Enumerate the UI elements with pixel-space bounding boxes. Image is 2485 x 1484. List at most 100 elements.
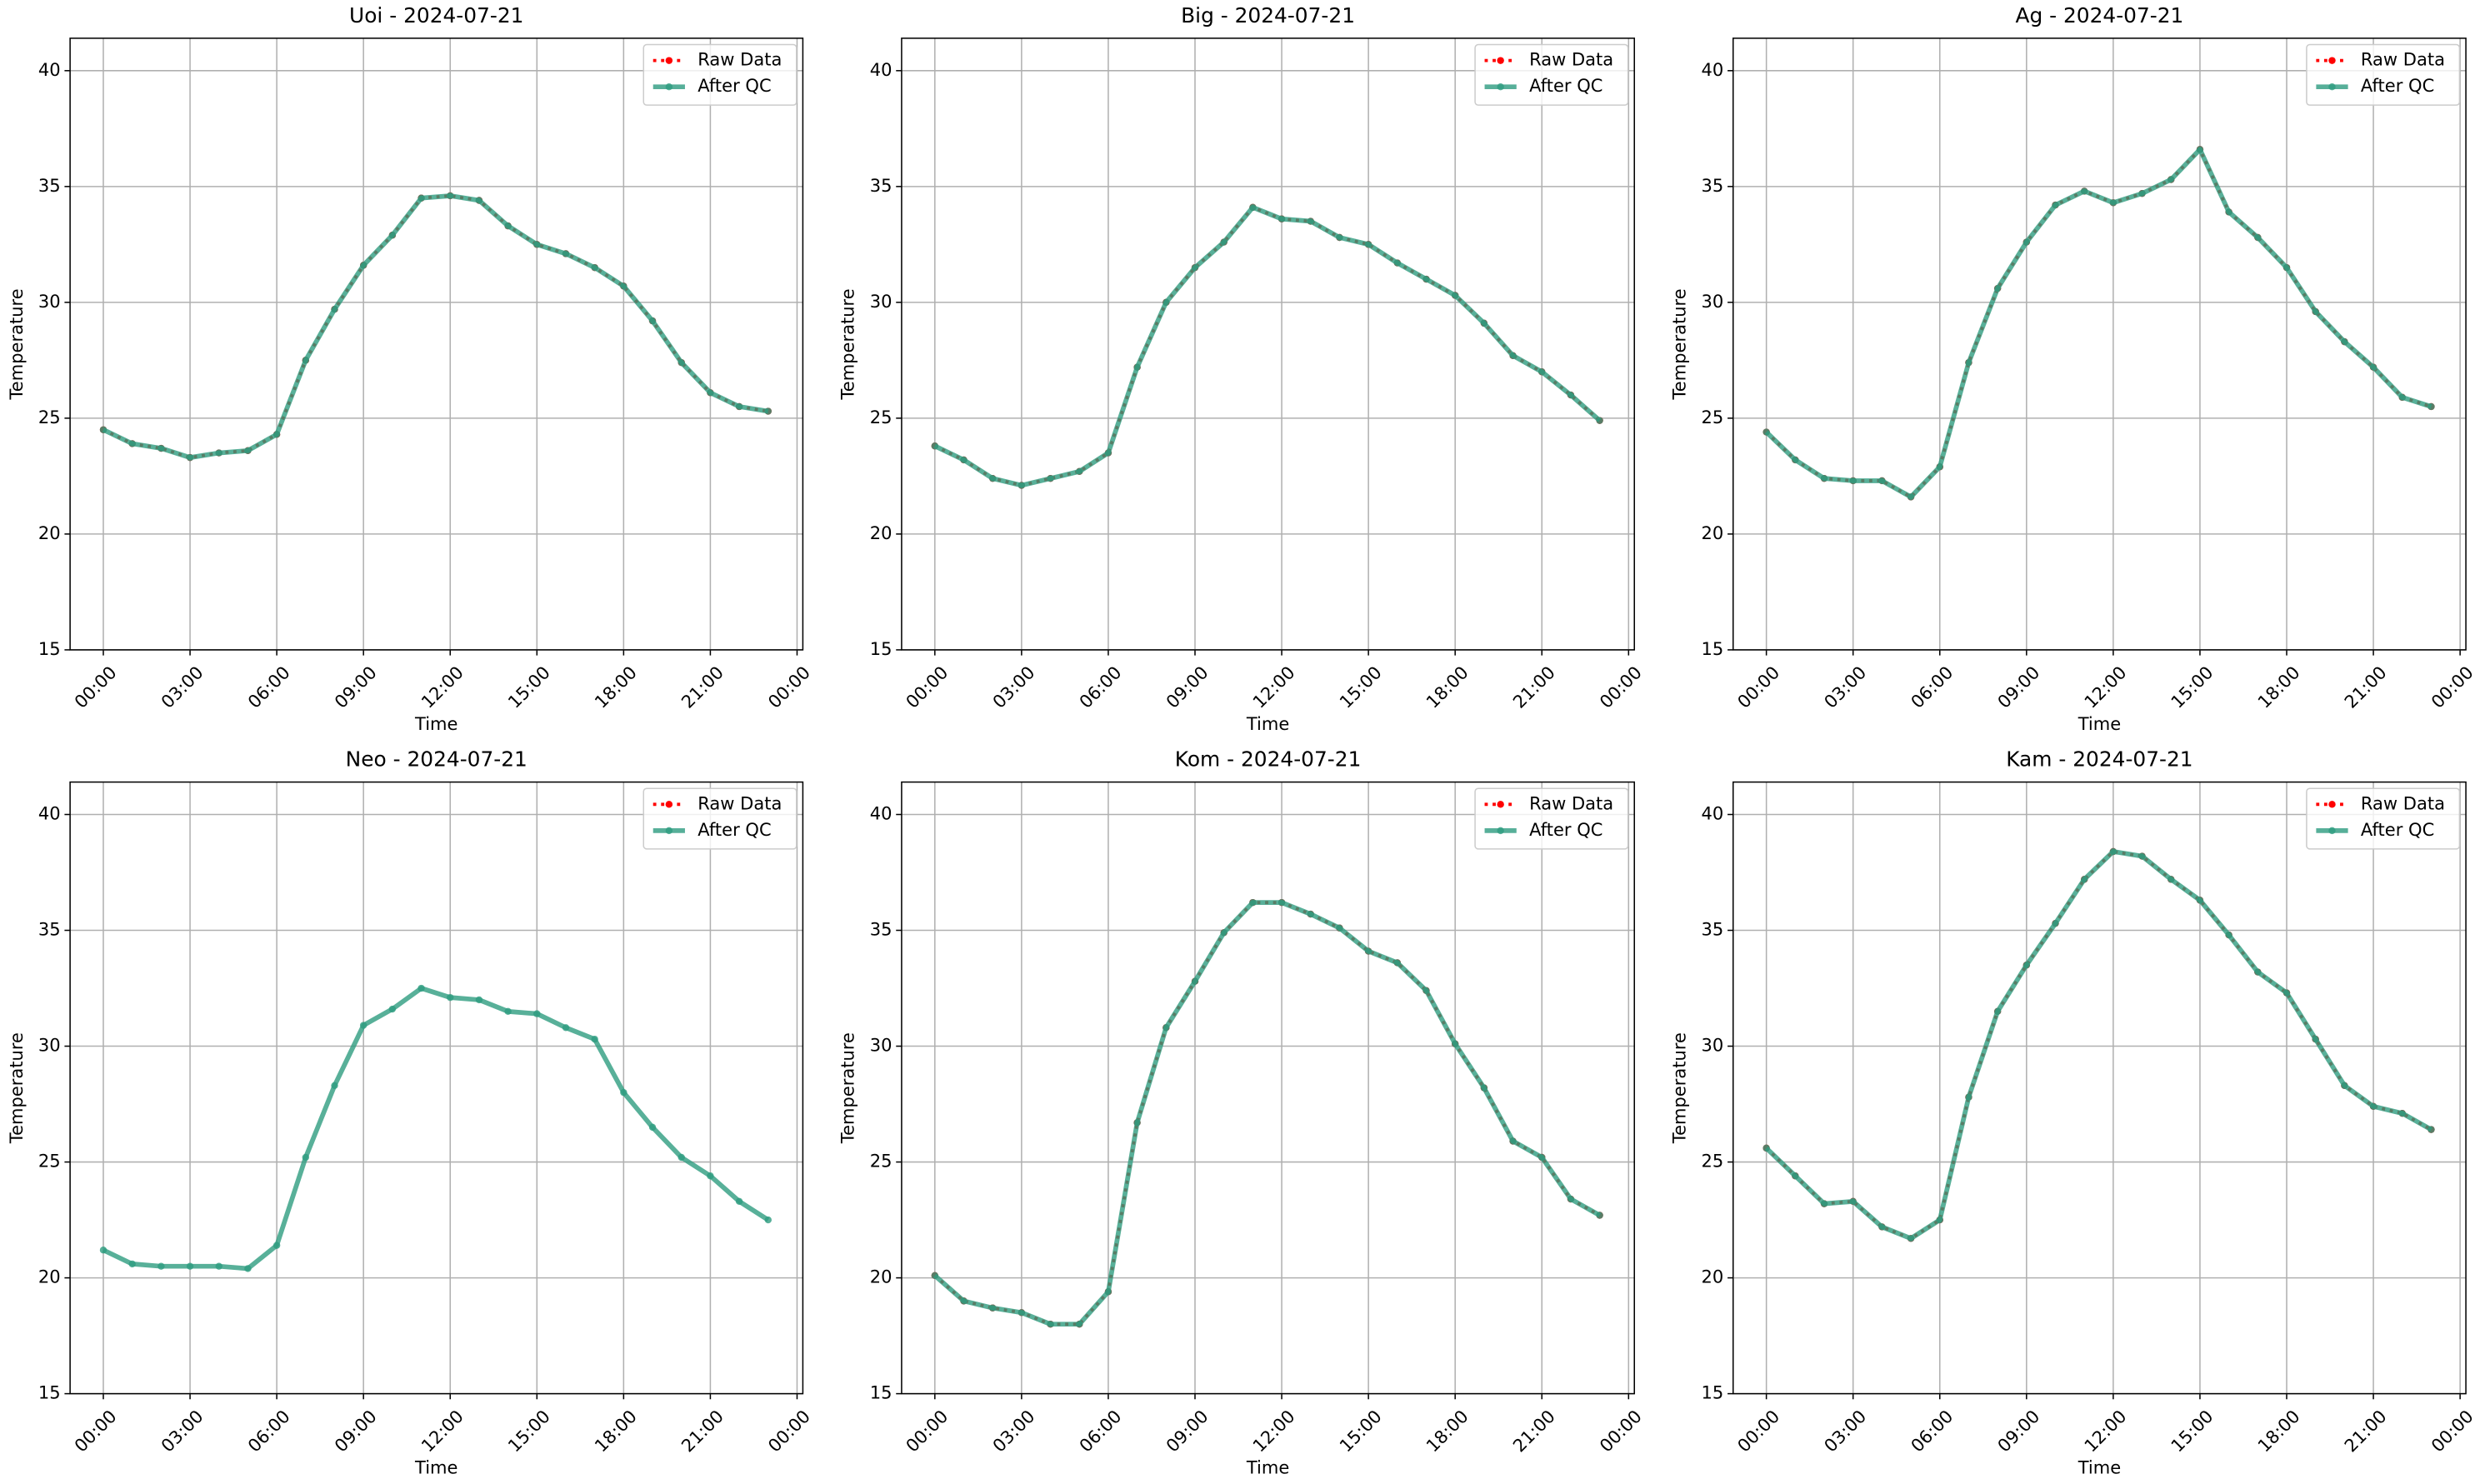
y-tick-label: 25 (38, 407, 61, 427)
series-line (1764, 849, 2432, 1242)
data-point (1538, 368, 1546, 376)
x-tick-label: 06:00 (243, 1406, 294, 1457)
data-point (244, 447, 252, 455)
y-tick-label: 30 (1702, 291, 1724, 312)
data-point (1104, 1288, 1112, 1296)
legend-box (642, 43, 798, 106)
data-point (2022, 238, 2031, 246)
x-tick-label: 03:00 (157, 662, 208, 712)
data-point (1596, 1212, 1603, 1219)
data-point (475, 996, 483, 1004)
data-point (707, 1172, 714, 1180)
x-tick-label: 06:00 (1907, 662, 1958, 712)
data-point (2225, 208, 2232, 216)
data-point (1162, 298, 1170, 307)
data-point (1965, 358, 1972, 367)
y-tick-label: 25 (870, 407, 892, 427)
x-tick-label: 12:00 (1248, 662, 1299, 712)
subplot: 00:00 03:00 06:00 09:00 12:00 15:00 18:00 21:00… (838, 3, 1646, 734)
y-tick-label: 35 (38, 919, 61, 940)
data-point (272, 431, 281, 438)
data-point (2022, 962, 2031, 969)
legend-marker (665, 827, 673, 835)
legend-label: After QC (698, 819, 771, 840)
legend-marker (2328, 57, 2336, 64)
data-point (1820, 1200, 1828, 1207)
x-tick-label: 15:00 (1335, 662, 1386, 712)
data-point (1538, 1153, 1546, 1162)
x-tick-label: 03:00 (988, 662, 1039, 712)
y-axis-label: Temperature (838, 288, 858, 400)
y-tick-label: 20 (1702, 522, 1724, 543)
legend-marker (1497, 57, 1504, 64)
series-line (102, 986, 770, 1272)
x-tick-label: 12:00 (2080, 662, 2131, 712)
data-point (1364, 947, 1372, 955)
subplot: 00:00 03:00 06:00 09:00 12:00 15:00 18:00 21:00… (6, 3, 814, 734)
y-tick-label: 30 (38, 291, 61, 312)
data-point (128, 440, 136, 447)
x-tick-label: 00:00 (1733, 1406, 1784, 1457)
x-tick-label: 09:00 (330, 662, 381, 712)
series-line (933, 204, 1602, 488)
legend-marker (665, 82, 673, 91)
data-point (418, 984, 425, 992)
y-tick-label: 15 (870, 1382, 892, 1403)
data-point (388, 1005, 397, 1013)
data-point (244, 1265, 252, 1272)
data-point (1907, 493, 1915, 501)
y-tick-label: 15 (38, 638, 61, 659)
data-point (1191, 977, 1199, 985)
data-point (359, 1022, 368, 1029)
data-point (388, 232, 397, 239)
data-point (1018, 1309, 1026, 1317)
subplot: 00:00 03:00 06:00 09:00 12:00 15:00 18:00 21:00… (1668, 3, 2477, 734)
data-point (1762, 1144, 1770, 1152)
data-point (2168, 176, 2175, 183)
data-point (215, 1262, 222, 1270)
data-point (99, 1247, 108, 1254)
data-point (1820, 474, 1828, 482)
axes-frame (901, 37, 1636, 651)
legend-label: After QC (1529, 75, 1602, 96)
x-tick-label: 06:00 (1907, 1406, 1958, 1457)
y-axis-label: Temperature (1668, 1032, 1689, 1144)
x-tick-label: 00:00 (1595, 662, 1646, 712)
x-tick-label: 09:00 (1993, 1406, 2044, 1457)
data-point (735, 402, 743, 411)
data-point (533, 241, 541, 248)
axes-frame (1732, 781, 2467, 1395)
y-tick-label: 25 (870, 1151, 892, 1172)
data-point (1076, 467, 1083, 476)
legend-marker (2328, 82, 2336, 91)
x-axis-label: Time (414, 713, 458, 734)
x-tick-label: 06:00 (243, 662, 294, 712)
legend-label: Raw Data (698, 49, 782, 70)
y-tick-label: 35 (1702, 919, 1724, 940)
data-point (1336, 924, 1343, 932)
data-point (447, 192, 454, 200)
series-line (1765, 850, 2432, 1241)
series-line (1764, 147, 2432, 500)
y-tick-label: 40 (1702, 59, 1724, 80)
legend-label: After QC (2361, 75, 2434, 96)
data-point (1965, 1093, 1972, 1101)
x-tick-label: 15:00 (503, 1406, 554, 1457)
data-point (504, 222, 512, 230)
data-point (418, 194, 425, 202)
data-point (1596, 417, 1603, 424)
x-tick-label: 09:00 (1162, 662, 1212, 712)
y-axis-label: Temperature (838, 1032, 858, 1144)
data-point (1451, 1040, 1459, 1047)
y-tick-label: 20 (870, 522, 892, 543)
axes-frame (901, 781, 1636, 1395)
data-point (272, 1242, 281, 1249)
x-tick-label: 18:00 (2253, 1406, 2304, 1457)
x-tick-label: 00:00 (764, 662, 815, 712)
subplot: 00:00 03:00 06:00 09:00 12:00 15:00 18:00 21:00… (6, 747, 814, 1477)
data-point (2282, 263, 2291, 272)
series-line (1765, 147, 2432, 499)
x-tick-label: 09:00 (330, 1406, 381, 1457)
x-tick-label: 00:00 (1595, 1406, 1646, 1457)
